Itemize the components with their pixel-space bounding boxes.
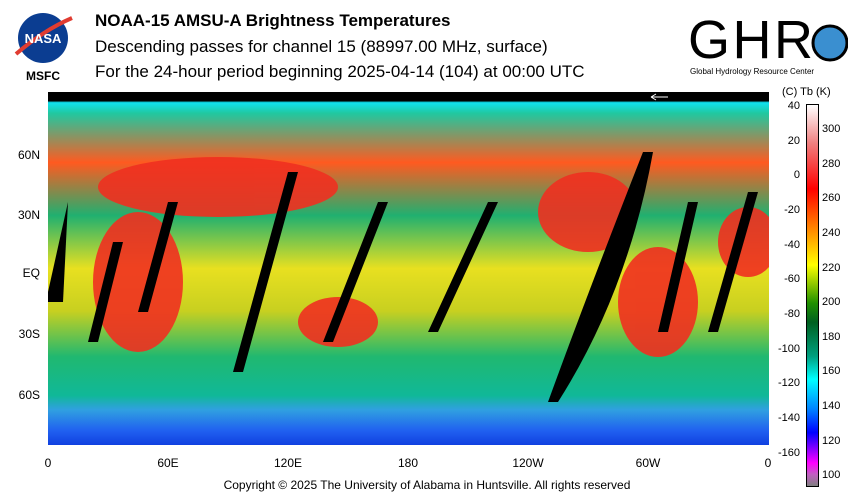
colorbar [806, 104, 819, 487]
colorbar-celsius-tick: -60 [784, 273, 800, 286]
colorbar-header: (C) Tb (K) [782, 86, 831, 98]
data-gap-swaths [48, 152, 758, 402]
colorbar-celsius-tick: -160 [777, 446, 800, 459]
y-tick-label: 30S [18, 327, 40, 341]
ghrc-logo: GHR Global Hydrology Resource Center [688, 10, 848, 76]
copyright: Copyright © 2025 The University of Alaba… [223, 478, 631, 492]
x-tick-label: 60E [157, 456, 179, 470]
colorbar-celsius-tick: 40 [787, 100, 800, 113]
colorbar-celsius-tick: -40 [784, 238, 800, 251]
colorbar-celsius-tick: -100 [777, 342, 800, 355]
colorbar-kelvin-tick: 260 [822, 192, 841, 205]
colorbar-kelvin-tick: 200 [822, 296, 841, 309]
y-tick-label: EQ [22, 266, 40, 280]
colorbar-kelvin-tick: 220 [822, 261, 841, 274]
x-tick-label: 60W [635, 456, 661, 470]
x-tick-label: 180 [397, 456, 419, 470]
x-tick-label: 120W [512, 456, 544, 470]
nasa-center: MSFC [26, 69, 60, 82]
colorbar-celsius-tick: 20 [787, 134, 800, 147]
x-tick-label: 120E [273, 456, 303, 470]
x-tick-label: 0 [44, 456, 52, 470]
colorbar-kelvin-tick: 280 [822, 157, 841, 170]
colorbar-kelvin-tick: 300 [822, 122, 841, 135]
x-tick-label: 0 [764, 456, 772, 470]
svg-text:NASA: NASA [25, 31, 62, 46]
chart-subtitle: Descending passes for channel 15 (88997.… [95, 37, 548, 56]
colorbar-kelvin-tick: 120 [822, 434, 841, 447]
y-tick-label: 60N [17, 148, 40, 162]
brightness-temperature-map [48, 92, 769, 445]
colorbar-celsius-tick: -140 [777, 411, 800, 424]
y-tick-label: 60S [18, 388, 40, 402]
colorbar-kelvin-tick: 180 [822, 330, 841, 343]
colorbar-celsius-tick: -80 [784, 308, 800, 321]
ghrc-full-name: Global Hydrology Resource Center [690, 67, 814, 76]
colorbar-kelvin-tick: 100 [822, 469, 841, 482]
colorbar-kelvin-tick: 160 [822, 365, 841, 378]
y-tick-label: 30N [17, 208, 40, 222]
chart-period: For the 24-hour period beginning 2025-04… [95, 62, 585, 81]
colorbar-celsius-tick: 0 [793, 169, 800, 182]
arrow-icon [650, 93, 668, 101]
nasa-logo: NASA MSFC [14, 13, 73, 82]
colorbar-kelvin-tick: 240 [822, 226, 841, 239]
chart-title: NOAA-15 AMSU-A Brightness Temperatures [95, 11, 451, 30]
svg-text:GHR: GHR [688, 10, 813, 70]
colorbar-celsius-tick: -120 [777, 377, 800, 390]
colorbar-kelvin-tick: 140 [822, 400, 841, 413]
colorbar-celsius-tick: -20 [784, 204, 800, 217]
